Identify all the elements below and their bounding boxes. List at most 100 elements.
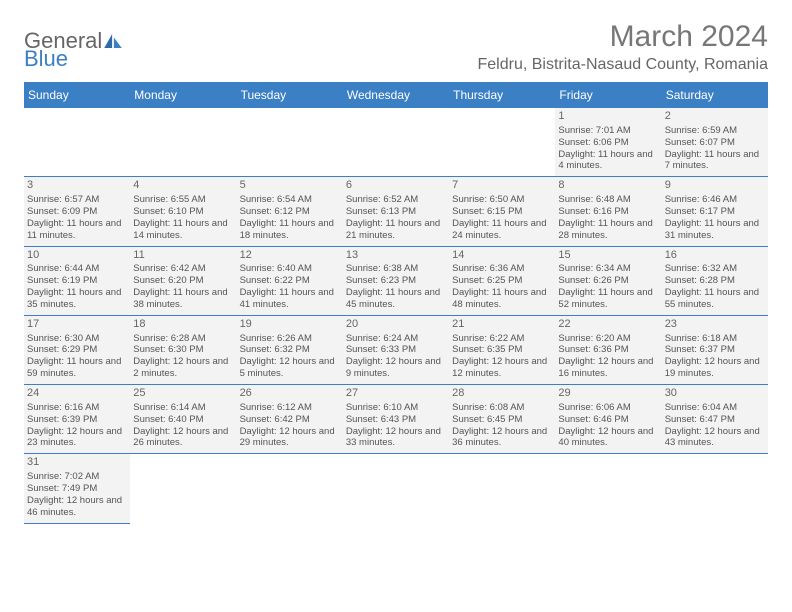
cell-text: Daylight: 12 hours and 9 minutes.	[346, 356, 446, 380]
cell-text: Sunrise: 6:20 AM	[558, 333, 658, 345]
cell-text: Sunset: 6:13 PM	[346, 206, 446, 218]
title-block: March 2024 Feldru, Bistrita-Nasaud Count…	[478, 20, 769, 74]
day-number: 8	[558, 179, 658, 193]
cell-text: Daylight: 12 hours and 46 minutes.	[27, 495, 127, 519]
cell-text: Sunset: 7:49 PM	[27, 483, 127, 495]
calendar-cell: 17Sunrise: 6:30 AMSunset: 6:29 PMDayligh…	[24, 315, 130, 384]
cell-text: Sunrise: 6:08 AM	[452, 402, 552, 414]
cell-text: Daylight: 12 hours and 23 minutes.	[27, 426, 127, 450]
calendar-cell	[24, 108, 130, 177]
calendar-cell: 18Sunrise: 6:28 AMSunset: 6:30 PMDayligh…	[130, 315, 236, 384]
day-number: 31	[27, 456, 127, 470]
cell-text: Daylight: 12 hours and 29 minutes.	[240, 426, 340, 450]
day-number: 20	[346, 318, 446, 332]
calendar-cell	[449, 454, 555, 523]
cell-text: Sunrise: 6:30 AM	[27, 333, 127, 345]
day-number: 30	[665, 387, 765, 401]
day-number: 14	[452, 249, 552, 263]
cell-text: Daylight: 11 hours and 21 minutes.	[346, 218, 446, 242]
day-number: 27	[346, 387, 446, 401]
cell-text: Sunrise: 6:48 AM	[558, 194, 658, 206]
cell-text: Sunrise: 6:46 AM	[665, 194, 765, 206]
calendar-body: 1Sunrise: 7:01 AMSunset: 6:06 PMDaylight…	[24, 108, 768, 523]
cell-text: Sunset: 6:15 PM	[452, 206, 552, 218]
cell-text: Sunrise: 6:34 AM	[558, 263, 658, 275]
cell-text: Daylight: 11 hours and 24 minutes.	[452, 218, 552, 242]
cell-text: Daylight: 12 hours and 19 minutes.	[665, 356, 765, 380]
cell-text: Daylight: 12 hours and 26 minutes.	[133, 426, 233, 450]
cell-text: Daylight: 12 hours and 33 minutes.	[346, 426, 446, 450]
cell-text: Daylight: 11 hours and 41 minutes.	[240, 287, 340, 311]
cell-text: Sunrise: 6:50 AM	[452, 194, 552, 206]
weekday-header: Sunday	[24, 82, 130, 108]
header: General March 2024 Feldru, Bistrita-Nasa…	[24, 20, 768, 74]
cell-text: Sunset: 6:30 PM	[133, 344, 233, 356]
cell-text: Sunset: 6:40 PM	[133, 414, 233, 426]
cell-text: Daylight: 12 hours and 40 minutes.	[558, 426, 658, 450]
calendar-cell: 27Sunrise: 6:10 AMSunset: 6:43 PMDayligh…	[343, 385, 449, 454]
month-title: March 2024	[478, 20, 769, 54]
cell-text: Sunset: 6:42 PM	[240, 414, 340, 426]
day-number: 2	[665, 110, 765, 124]
cell-text: Sunrise: 6:55 AM	[133, 194, 233, 206]
calendar-table: SundayMondayTuesdayWednesdayThursdayFrid…	[24, 82, 768, 524]
cell-text: Sunrise: 6:57 AM	[27, 194, 127, 206]
calendar-cell	[449, 108, 555, 177]
day-number: 18	[133, 318, 233, 332]
cell-text: Sunrise: 6:52 AM	[346, 194, 446, 206]
cell-text: Sunset: 6:32 PM	[240, 344, 340, 356]
calendar-cell: 14Sunrise: 6:36 AMSunset: 6:25 PMDayligh…	[449, 246, 555, 315]
day-number: 24	[27, 387, 127, 401]
cell-text: Sunrise: 6:44 AM	[27, 263, 127, 275]
cell-text: Sunset: 6:36 PM	[558, 344, 658, 356]
calendar-cell: 16Sunrise: 6:32 AMSunset: 6:28 PMDayligh…	[662, 246, 768, 315]
cell-text: Daylight: 11 hours and 14 minutes.	[133, 218, 233, 242]
cell-text: Sunrise: 6:12 AM	[240, 402, 340, 414]
calendar-cell: 29Sunrise: 6:06 AMSunset: 6:46 PMDayligh…	[555, 385, 661, 454]
day-number: 28	[452, 387, 552, 401]
day-number: 26	[240, 387, 340, 401]
day-number: 21	[452, 318, 552, 332]
day-number: 22	[558, 318, 658, 332]
cell-text: Daylight: 11 hours and 31 minutes.	[665, 218, 765, 242]
cell-text: Sunrise: 6:04 AM	[665, 402, 765, 414]
day-number: 15	[558, 249, 658, 263]
cell-text: Sunrise: 6:14 AM	[133, 402, 233, 414]
cell-text: Daylight: 11 hours and 55 minutes.	[665, 287, 765, 311]
cell-text: Sunrise: 6:38 AM	[346, 263, 446, 275]
cell-text: Daylight: 11 hours and 28 minutes.	[558, 218, 658, 242]
cell-text: Daylight: 11 hours and 7 minutes.	[665, 149, 765, 173]
calendar-cell: 12Sunrise: 6:40 AMSunset: 6:22 PMDayligh…	[237, 246, 343, 315]
day-number: 25	[133, 387, 233, 401]
cell-text: Daylight: 12 hours and 43 minutes.	[665, 426, 765, 450]
cell-text: Daylight: 11 hours and 4 minutes.	[558, 149, 658, 173]
cell-text: Sunrise: 6:59 AM	[665, 125, 765, 137]
calendar-cell	[555, 454, 661, 523]
weekday-header: Wednesday	[343, 82, 449, 108]
day-number: 17	[27, 318, 127, 332]
calendar-cell	[237, 108, 343, 177]
calendar-cell: 22Sunrise: 6:20 AMSunset: 6:36 PMDayligh…	[555, 315, 661, 384]
cell-text: Sunset: 6:20 PM	[133, 275, 233, 287]
cell-text: Sunrise: 6:10 AM	[346, 402, 446, 414]
day-number: 16	[665, 249, 765, 263]
logo-text-2: Blue	[24, 46, 68, 72]
cell-text: Daylight: 11 hours and 18 minutes.	[240, 218, 340, 242]
cell-text: Daylight: 12 hours and 12 minutes.	[452, 356, 552, 380]
cell-text: Daylight: 11 hours and 38 minutes.	[133, 287, 233, 311]
calendar-cell: 7Sunrise: 6:50 AMSunset: 6:15 PMDaylight…	[449, 177, 555, 246]
location: Feldru, Bistrita-Nasaud County, Romania	[478, 56, 769, 74]
cell-text: Sunrise: 6:16 AM	[27, 402, 127, 414]
cell-text: Sunrise: 6:24 AM	[346, 333, 446, 345]
calendar-cell	[130, 108, 236, 177]
cell-text: Daylight: 11 hours and 45 minutes.	[346, 287, 446, 311]
day-number: 1	[558, 110, 658, 124]
calendar-cell: 19Sunrise: 6:26 AMSunset: 6:32 PMDayligh…	[237, 315, 343, 384]
calendar-cell: 13Sunrise: 6:38 AMSunset: 6:23 PMDayligh…	[343, 246, 449, 315]
calendar-cell	[130, 454, 236, 523]
cell-text: Sunset: 6:37 PM	[665, 344, 765, 356]
calendar-cell: 10Sunrise: 6:44 AMSunset: 6:19 PMDayligh…	[24, 246, 130, 315]
cell-text: Sunset: 6:46 PM	[558, 414, 658, 426]
cell-text: Daylight: 11 hours and 48 minutes.	[452, 287, 552, 311]
calendar-cell: 1Sunrise: 7:01 AMSunset: 6:06 PMDaylight…	[555, 108, 661, 177]
